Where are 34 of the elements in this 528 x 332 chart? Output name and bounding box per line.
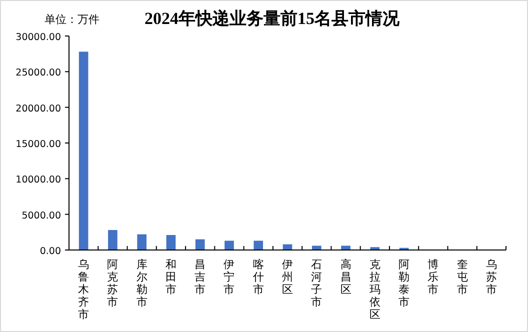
bar [108,230,118,250]
y-tick-label: 0.00 [40,246,61,257]
x-tick-label: 和田市 [165,258,176,296]
y-tick-label: 30000.00 [16,32,61,43]
bar [166,235,176,250]
x-tick-label: 阿勒泰市 [398,258,410,308]
bar [341,246,350,250]
y-tick-label: 15000.00 [16,139,61,150]
x-tick-label: 高昌区 [340,258,352,296]
y-axis-title: 单位：万件 [44,13,100,26]
x-tick-label: 乌鲁木齐市 [78,258,90,321]
x-tick-label: 喀什市 [252,258,264,296]
bar [224,240,234,250]
x-tick-label: 昌吉市 [194,258,206,296]
y-tick-label: 20000.00 [16,103,61,114]
x-tick-label: 伊州区 [282,258,293,296]
bar [254,240,264,250]
bar [137,234,146,250]
x-tick-label: 乌苏市 [486,258,497,296]
y-tick-label: 10000.00 [16,174,61,186]
x-tick-label: 石河子市 [311,258,322,308]
y-tick-label: 5000.00 [22,210,61,222]
bar [195,239,205,250]
y-tick-label: 25000.00 [16,68,61,79]
x-tick-label: 库尔勒市 [136,258,148,308]
bar [312,246,322,250]
x-tick-label: 博乐市 [428,258,439,296]
x-tick-label: 奎屯市 [456,258,468,296]
x-tick-label: 阿克苏市 [107,258,118,308]
x-tick-label: 克拉玛依区 [369,258,380,321]
bar [370,247,380,250]
bar [78,52,88,250]
x-tick-label: 伊宁市 [224,258,235,296]
chart-title: 2024年快递业务量前15名县市情况 [144,9,400,28]
